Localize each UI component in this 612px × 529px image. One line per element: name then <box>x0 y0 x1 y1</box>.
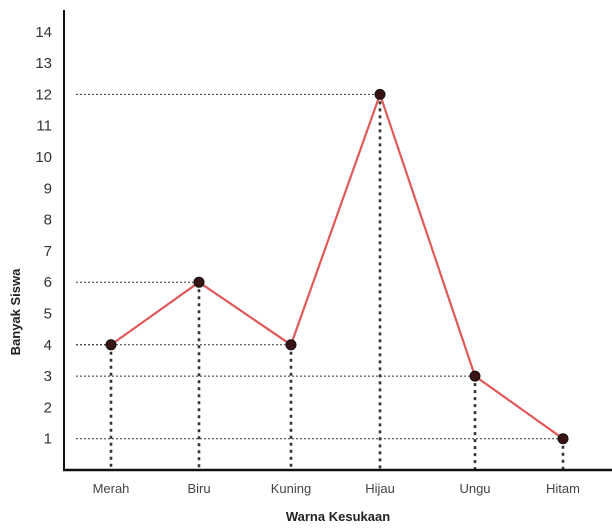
data-point <box>105 339 117 351</box>
y-tick-label: 3 <box>44 368 52 385</box>
data-point <box>285 339 297 351</box>
y-tick-label: 11 <box>36 118 52 135</box>
y-tick-label: 13 <box>35 55 52 72</box>
x-axis-title: Warna Kesukaan <box>286 509 390 524</box>
x-tick-labels: Merah Biru Kuning Hijau Ungu Hitam <box>93 481 580 496</box>
x-tick-label: Hijau <box>365 481 395 496</box>
y-axis-title: Banyak Siswa <box>8 268 23 355</box>
y-tick-label: 2 <box>44 399 52 416</box>
series-line <box>110 93 564 440</box>
y-tick-label: 8 <box>44 212 52 229</box>
series <box>105 88 569 445</box>
data-point <box>557 433 569 445</box>
y-tick-label: 1 <box>44 431 52 448</box>
x-tick-label: Hitam <box>546 481 580 496</box>
y-tick-label: 4 <box>44 337 52 354</box>
data-point <box>469 370 481 382</box>
y-tick-label: 14 <box>35 24 52 41</box>
y-tick-label: 9 <box>44 180 52 197</box>
guide-lines <box>76 93 565 470</box>
x-tick-label: Biru <box>187 481 210 496</box>
y-tick-label: 10 <box>35 149 52 166</box>
data-point <box>374 88 386 100</box>
x-tick-label: Kuning <box>271 481 311 496</box>
data-point <box>193 276 205 288</box>
y-tick-label: 6 <box>44 274 52 291</box>
y-tick-label: 12 <box>35 86 52 103</box>
y-tick-label: 5 <box>44 306 52 323</box>
axes <box>63 10 612 472</box>
y-tick-label: 7 <box>44 243 52 260</box>
x-tick-label: Merah <box>93 481 130 496</box>
x-tick-label: Ungu <box>459 481 490 496</box>
